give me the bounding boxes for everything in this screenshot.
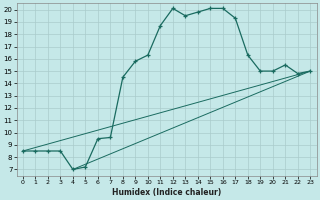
X-axis label: Humidex (Indice chaleur): Humidex (Indice chaleur)	[112, 188, 221, 197]
